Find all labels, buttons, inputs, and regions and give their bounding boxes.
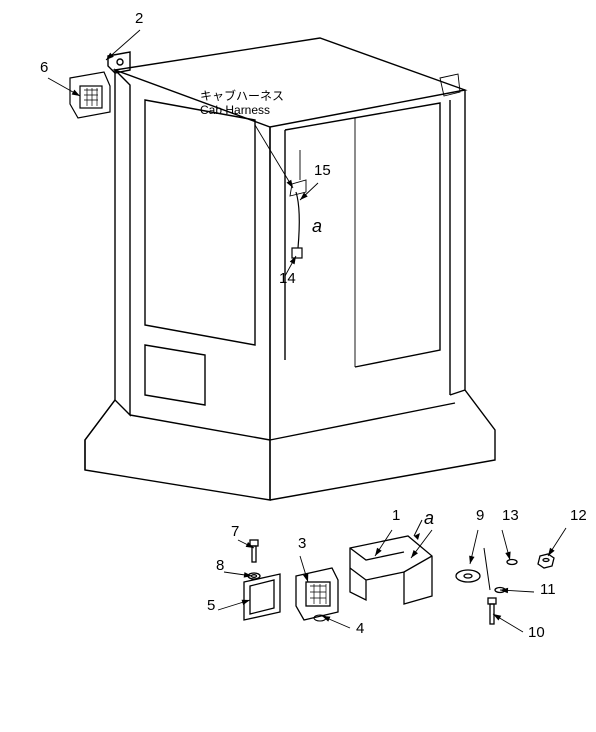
callout-12: 12: [570, 507, 587, 524]
detail-ref-a-top: a: [312, 216, 322, 236]
callout-11: 11: [540, 581, 556, 598]
callout-15: 15: [314, 162, 331, 179]
part-bolt-10: [488, 598, 496, 624]
label-jp: キャブハーネス: [200, 88, 284, 103]
callout-13: 13: [502, 507, 519, 524]
part-washer-13: [507, 560, 517, 565]
detail-group: [244, 520, 554, 624]
callout-6: 6: [40, 59, 48, 76]
cab-body: [85, 38, 495, 500]
callout-8: 8: [216, 557, 224, 574]
callout-7: 7: [231, 523, 239, 540]
callout-1: 1: [392, 507, 400, 524]
callout-9: 9: [476, 507, 484, 524]
part-lens-frame: [244, 574, 280, 620]
part-washer-9: [456, 570, 480, 582]
detail-ref-a-bottom: a: [424, 508, 434, 528]
callout-14: 14: [279, 270, 296, 287]
part-pin: [484, 548, 490, 590]
part-bracket: [350, 520, 432, 604]
part-bolt-7: [250, 540, 258, 562]
text-labels: 123456789101112131415キャブハーネスCab Harnessa…: [40, 10, 587, 641]
parts-diagram: 123456789101112131415キャブハーネスCab Harnessa…: [0, 0, 596, 732]
callout-2: 2: [135, 10, 143, 27]
label-en: Cab Harness: [200, 103, 270, 117]
callout-3: 3: [298, 535, 306, 552]
part-nut-12: [538, 554, 554, 568]
callout-10: 10: [528, 624, 545, 641]
cab-harness-wire: [290, 150, 306, 258]
part-lamp-body: [296, 568, 338, 620]
callout-5: 5: [207, 597, 215, 614]
callout-4: 4: [356, 620, 364, 637]
